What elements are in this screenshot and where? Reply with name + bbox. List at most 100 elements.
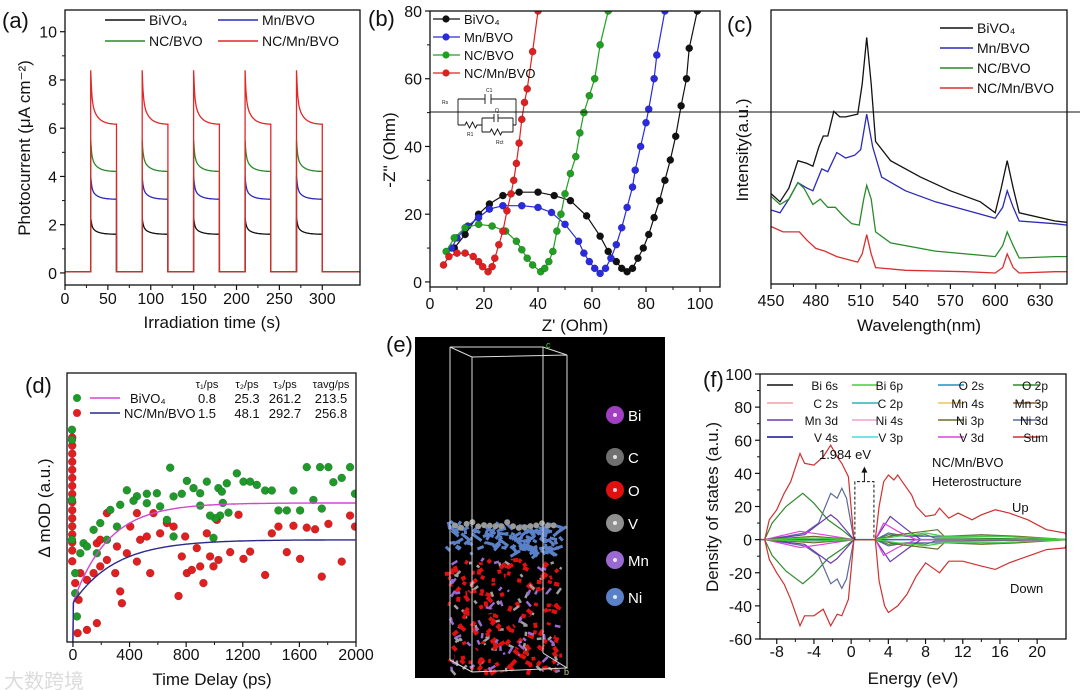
data-point — [666, 156, 675, 164]
legend-label: V 3p — [878, 431, 903, 445]
table-cell: 1.5 — [198, 406, 216, 421]
atom-highlight — [613, 595, 617, 599]
data-point — [507, 190, 515, 198]
data-point — [515, 188, 523, 197]
panel-f-dos-chart: -8 -4 0 4 8 12 16 20-60-40-20020406080100Energy… — [703, 367, 1067, 688]
atom-bond — [483, 601, 489, 607]
data-point — [585, 91, 594, 100]
data-point — [115, 587, 125, 596]
legend-label: BiVO₄ — [977, 20, 1016, 36]
table-cell: 0.8 — [198, 391, 216, 406]
data-point — [187, 565, 197, 575]
data-point — [115, 500, 125, 510]
data-point — [192, 543, 202, 553]
data-point — [112, 542, 122, 551]
ni-bond — [492, 540, 502, 549]
atom-bond — [512, 623, 516, 629]
data-point — [218, 498, 228, 508]
x-tick-label: 20 — [1028, 644, 1046, 661]
data-point — [289, 486, 298, 495]
data-point — [484, 267, 492, 276]
legend-label: NC/Mn/BVO — [124, 406, 196, 421]
data-point — [106, 505, 115, 515]
atom-bond — [476, 664, 484, 672]
legend-label: Bi 6s — [811, 379, 838, 393]
plot-area — [760, 444, 1066, 628]
atom-bond — [552, 634, 556, 640]
data-point — [607, 254, 615, 263]
data-point — [274, 522, 283, 531]
atom-bond — [503, 565, 508, 569]
watermark-logo: 大数跨境 — [4, 670, 84, 690]
legend-label: Mn/BVO — [464, 30, 513, 45]
legend-label: Sum — [1023, 431, 1048, 445]
atom-bond — [553, 581, 560, 587]
atom-bond — [554, 669, 561, 674]
atom-bond — [554, 624, 561, 628]
atom-bond — [462, 606, 470, 615]
atom-bond — [528, 583, 536, 591]
ni-bond — [476, 545, 485, 551]
data-point — [89, 525, 98, 535]
data-point — [209, 562, 218, 571]
x-tick-label: 1600 — [282, 647, 318, 664]
y-axis-title: Δ mOD (a.u.) — [35, 458, 54, 557]
data-point — [677, 101, 685, 110]
data-point — [617, 223, 626, 232]
atom-bond — [522, 642, 527, 649]
c-atom — [527, 523, 534, 530]
data-point — [453, 249, 461, 257]
atom-bond — [553, 636, 560, 644]
y-tick-label: 2 — [48, 218, 57, 235]
atom-bond — [460, 575, 467, 581]
data-point — [245, 477, 255, 486]
panel-label-b: (b) — [368, 6, 395, 31]
atom-bond — [478, 604, 484, 610]
x-tick-label: 200 — [223, 291, 250, 308]
atom-cluster — [444, 519, 568, 676]
data-point — [102, 555, 112, 565]
atom-bond — [451, 629, 459, 637]
data-point — [517, 115, 526, 124]
data-point — [661, 176, 669, 185]
atom-bond — [488, 601, 496, 609]
atom-bond — [453, 604, 459, 610]
data-point — [222, 479, 232, 488]
data-point — [596, 41, 604, 49]
data-point — [169, 532, 178, 541]
y-tick-label: 8 — [48, 73, 57, 90]
ni-bond — [482, 533, 490, 539]
atom-legend-label: V — [628, 516, 638, 533]
atom-bond — [533, 622, 538, 629]
ni-bond — [444, 545, 452, 552]
data-point — [214, 555, 223, 565]
atom-bond — [536, 644, 545, 652]
data-point — [67, 495, 77, 505]
data-point — [549, 247, 557, 256]
ni-bond — [508, 535, 517, 540]
y-tick-label: 80 — [734, 400, 752, 417]
data-point — [67, 546, 77, 555]
data-point — [145, 568, 155, 578]
c-atom — [533, 522, 540, 529]
atom-bond — [549, 639, 555, 645]
atom-bond — [464, 559, 469, 565]
atom-bond — [460, 655, 466, 661]
ni-bond — [544, 546, 550, 552]
legend-label: C 2s — [813, 397, 838, 411]
data-point — [345, 511, 355, 520]
ni-bond — [519, 534, 524, 538]
c-atom — [510, 523, 516, 530]
ni-bond — [494, 532, 502, 540]
legend-marker — [73, 394, 81, 402]
data-point — [495, 240, 503, 249]
atom-bond — [507, 647, 514, 655]
data-point — [612, 257, 621, 266]
data-point — [195, 488, 205, 498]
data-point — [566, 196, 575, 205]
y-tick-label: 100 — [725, 367, 752, 384]
atom-bond — [491, 643, 500, 651]
atom-bond — [505, 625, 512, 632]
ni-bond — [532, 538, 538, 544]
data-point — [534, 188, 542, 197]
